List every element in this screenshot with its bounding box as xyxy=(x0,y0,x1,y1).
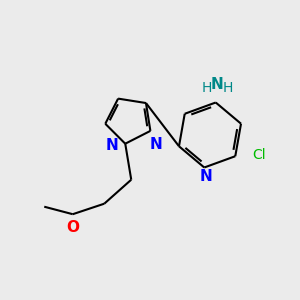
Text: N: N xyxy=(150,137,163,152)
Text: H: H xyxy=(202,81,212,95)
Text: N: N xyxy=(211,77,224,92)
Text: N: N xyxy=(200,169,212,184)
Text: H: H xyxy=(223,81,233,95)
Text: N: N xyxy=(106,138,118,153)
Text: O: O xyxy=(66,220,79,235)
Text: Cl: Cl xyxy=(252,148,266,162)
